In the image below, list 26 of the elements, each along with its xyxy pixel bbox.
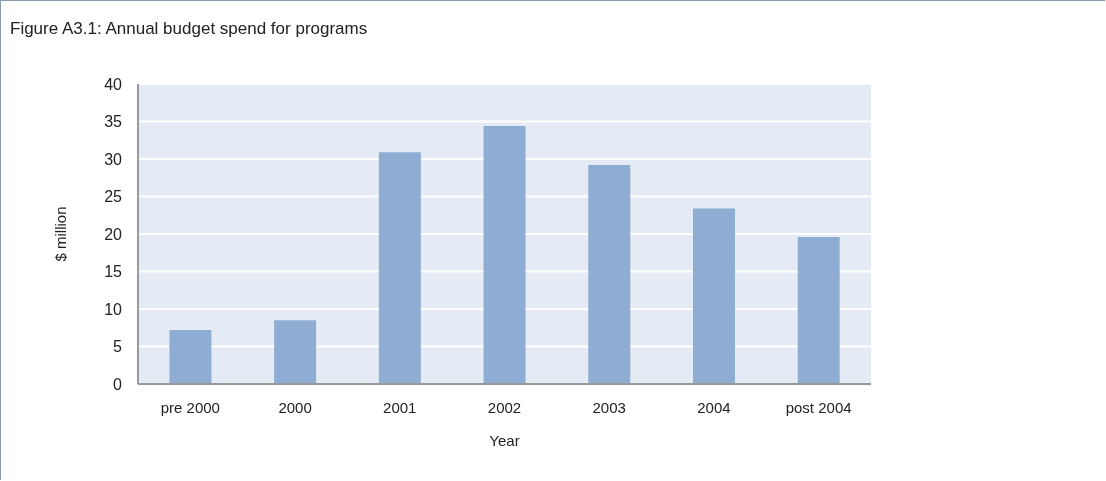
y-tick-label: 30: [104, 150, 123, 168]
y-tick-label: 15: [104, 263, 123, 281]
chart-title: Figure A3.1: Annual budget spend for programs: [10, 19, 368, 39]
y-tick-label: 5: [113, 338, 123, 356]
y-tick-label: 10: [104, 300, 123, 318]
y-axis-title: $ million: [52, 206, 70, 262]
y-tick-label: 25: [104, 188, 123, 206]
x-tick-label: 2003: [592, 398, 626, 416]
bar: [169, 330, 212, 384]
bar: [797, 237, 840, 384]
bar: [274, 320, 317, 384]
x-axis-title: Year: [489, 432, 520, 449]
bar: [378, 152, 421, 384]
bar: [588, 165, 631, 384]
y-tick-label: 35: [104, 113, 123, 131]
x-tick-label: 2002: [487, 398, 522, 416]
bar: [483, 126, 526, 384]
y-tick-label: 20: [104, 225, 123, 243]
x-tick-label: post 2004: [785, 398, 852, 416]
x-tick-label: 2001: [383, 398, 417, 416]
x-tick-label: 2000: [278, 398, 312, 416]
bar: [692, 208, 735, 384]
y-tick-label: 40: [104, 75, 123, 93]
x-tick-label: pre 2000: [160, 398, 220, 416]
x-tick-label: 2004: [697, 398, 731, 416]
y-tick-label: 0: [113, 375, 123, 393]
